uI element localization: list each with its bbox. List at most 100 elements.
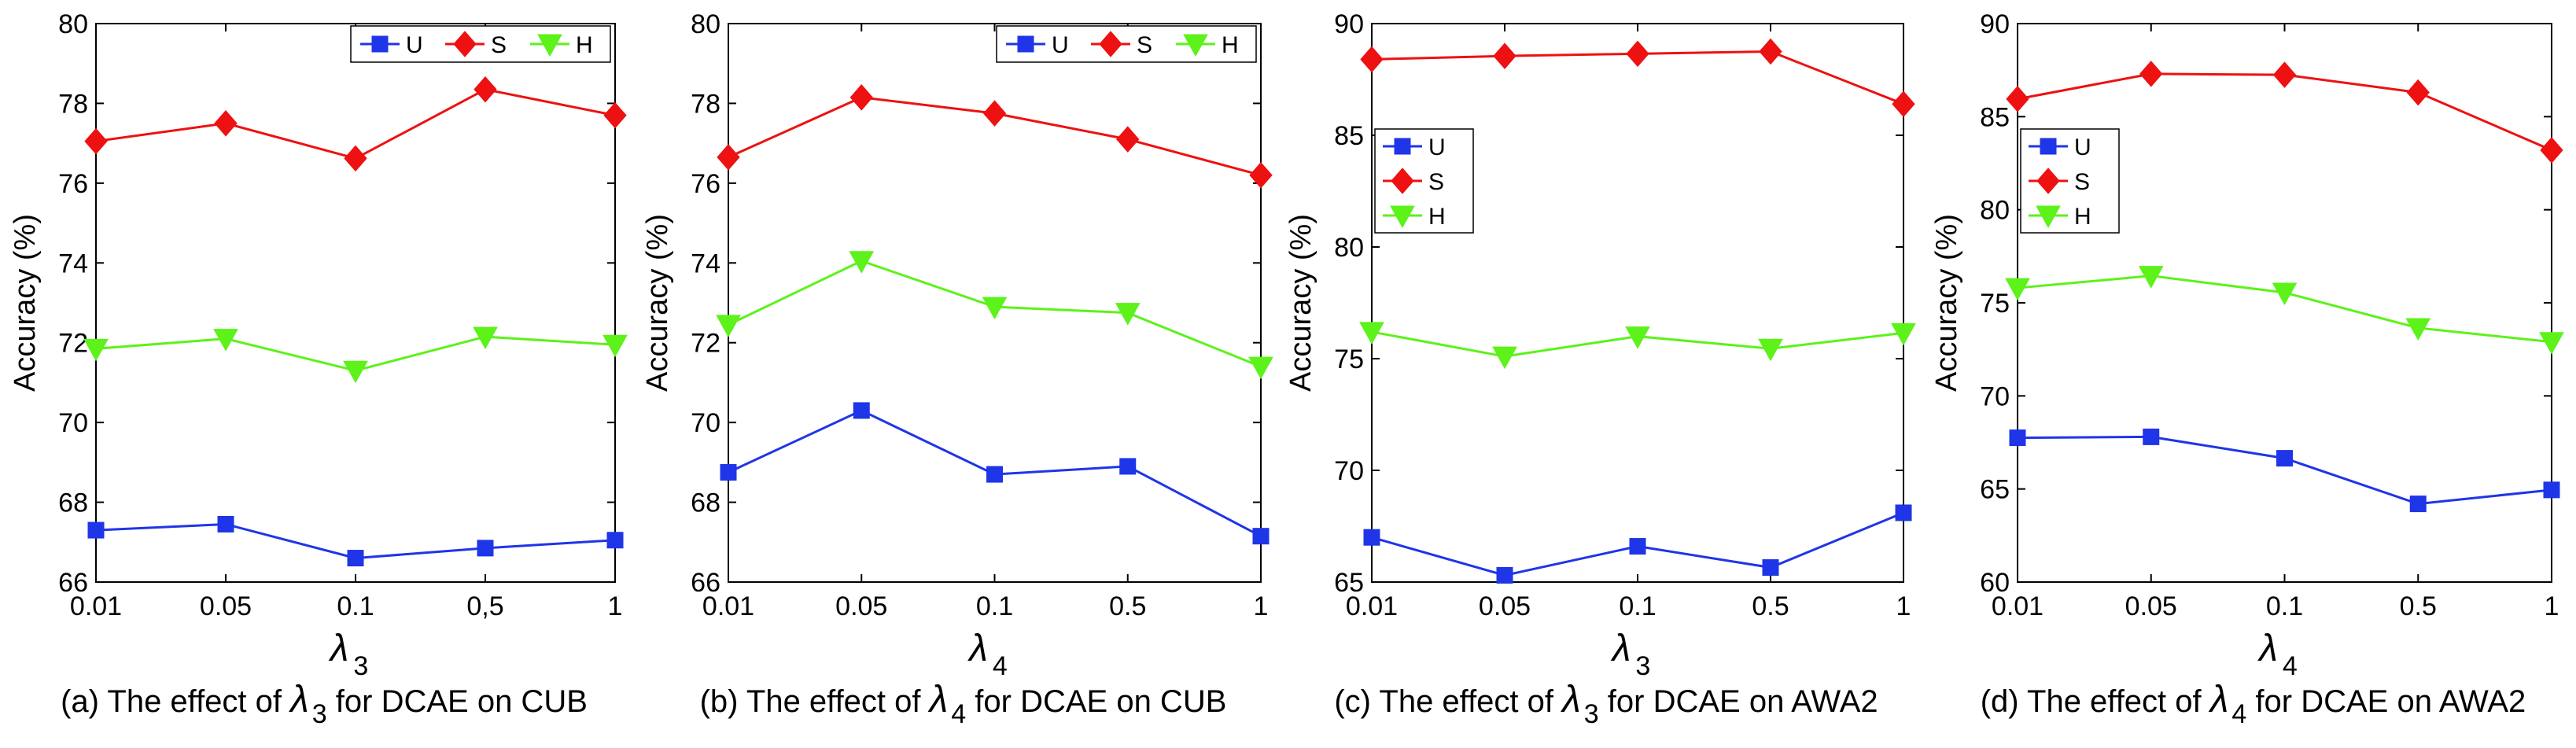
legend-label-U: U xyxy=(406,32,423,58)
chart-panel-1: 66 68 70 72 74 76 78 80 0.01 0.05 0.1 0,5 1 Accuracy … xyxy=(9,9,628,729)
point-H xyxy=(2272,282,2298,306)
y-tick-label: 80 xyxy=(1980,196,2010,226)
point-H xyxy=(213,329,238,352)
x-axis-symbol: λ xyxy=(328,628,349,669)
point-H xyxy=(1492,346,1517,370)
legend-label-H: H xyxy=(1222,32,1239,58)
point-H xyxy=(849,251,875,274)
point-U xyxy=(87,521,105,539)
point-H xyxy=(1758,338,1783,362)
point-H xyxy=(716,315,741,337)
point-H xyxy=(1115,303,1141,326)
caption-subscript: 4 xyxy=(951,699,966,729)
y-tick-label: 75 xyxy=(1334,345,1364,374)
point-S xyxy=(2139,61,2163,87)
legend-marker-S xyxy=(1099,31,1122,57)
point-U xyxy=(1363,529,1380,546)
x-tick-label: 0.1 xyxy=(2266,591,2303,621)
caption-prefix: (b) The effect of xyxy=(700,684,930,719)
y-tick-label: 66 xyxy=(58,568,88,598)
point-U xyxy=(1252,528,1270,545)
point-H xyxy=(2539,332,2564,355)
legend-label-S: S xyxy=(491,32,507,58)
legend-marker-H xyxy=(537,34,562,57)
point-U xyxy=(1496,566,1513,584)
point-U xyxy=(1762,559,1779,577)
x-tick-label: 1 xyxy=(2545,591,2559,621)
point-H xyxy=(2138,266,2164,289)
caption-prefix: (c) The effect of xyxy=(1334,684,1562,719)
point-U xyxy=(853,402,870,419)
caption-symbol: λ xyxy=(927,679,949,720)
y-tick-label: 70 xyxy=(58,408,88,438)
y-tick-label: 70 xyxy=(1980,381,2010,411)
legend-marker-S xyxy=(1391,168,1414,194)
y-tick-label: 68 xyxy=(58,488,88,518)
y-tick-label: 68 xyxy=(691,488,720,518)
legend: USH xyxy=(2020,128,2120,234)
legend-label-U: U xyxy=(1428,134,1446,160)
x-tick-label: 0.5 xyxy=(1752,591,1789,621)
legend-label-U: U xyxy=(1052,32,1069,58)
y-tick-label: 60 xyxy=(1980,568,2010,598)
legend-label-H: H xyxy=(1428,204,1446,230)
point-H xyxy=(2005,278,2030,301)
caption-subscript: 3 xyxy=(312,699,327,729)
legend-label-H: H xyxy=(576,32,593,58)
x-tick-label: 0.05 xyxy=(200,591,252,621)
x-tick-label: 0.5 xyxy=(2400,591,2437,621)
caption-symbol: λ xyxy=(1560,679,1581,720)
chart-panel-2: 66 68 70 72 74 76 78 80 0.01 0.05 0.1 0.5 1 Accuracy … xyxy=(641,9,1273,729)
legend-label-S: S xyxy=(1137,32,1152,58)
x-axis-subscript: 3 xyxy=(353,651,368,681)
y-tick-label: 65 xyxy=(1980,475,2010,505)
legend-marker-S xyxy=(453,31,477,57)
x-tick-label: 0.01 xyxy=(70,591,122,621)
x-axis-subscript: 4 xyxy=(2283,651,2298,681)
caption-suffix: for DCAE on CUB xyxy=(966,684,1226,719)
legend-marker-U xyxy=(1017,35,1034,53)
point-S xyxy=(1249,161,1273,189)
y-tick-label: 85 xyxy=(1334,121,1364,151)
point-U xyxy=(477,540,494,557)
x-tick-label: 0.05 xyxy=(835,591,887,621)
x-tick-label: 0.5 xyxy=(1109,591,1146,621)
y-tick-label: 74 xyxy=(691,249,720,278)
point-U xyxy=(2409,496,2427,513)
point-S xyxy=(2540,137,2563,164)
y-tick-label: 70 xyxy=(1334,456,1364,486)
x-tick-label: 0.01 xyxy=(702,591,754,621)
legend-label-U: U xyxy=(2074,134,2091,160)
point-S xyxy=(474,76,497,103)
point-H xyxy=(83,338,109,362)
point-U xyxy=(1119,458,1137,475)
y-tick-label: 78 xyxy=(58,89,88,119)
legend-label-S: S xyxy=(1428,169,1444,195)
y-tick-label: 80 xyxy=(691,9,720,39)
caption-suffix: for DCAE on AWA2 xyxy=(1599,684,1878,719)
point-H xyxy=(1248,356,1273,380)
x-tick-label: 0.01 xyxy=(1346,591,1398,621)
x-tick-label: 1 xyxy=(1896,591,1911,621)
point-U xyxy=(2143,428,2160,445)
x-tick-label: 0.05 xyxy=(2125,591,2177,621)
x-axis-symbol: λ xyxy=(1610,628,1631,669)
point-S xyxy=(2406,79,2430,106)
y-tick-label: 78 xyxy=(691,89,720,119)
caption-prefix: (a) The effect of xyxy=(61,684,290,719)
y-tick-label: 65 xyxy=(1334,568,1364,598)
point-S xyxy=(1116,126,1140,153)
point-U xyxy=(986,466,1003,483)
point-U xyxy=(606,532,624,549)
point-H xyxy=(982,297,1008,320)
point-U xyxy=(2009,429,2026,447)
point-U xyxy=(720,464,737,481)
caption-suffix: for DCAE on AWA2 xyxy=(2246,684,2526,719)
point-S xyxy=(982,100,1007,127)
